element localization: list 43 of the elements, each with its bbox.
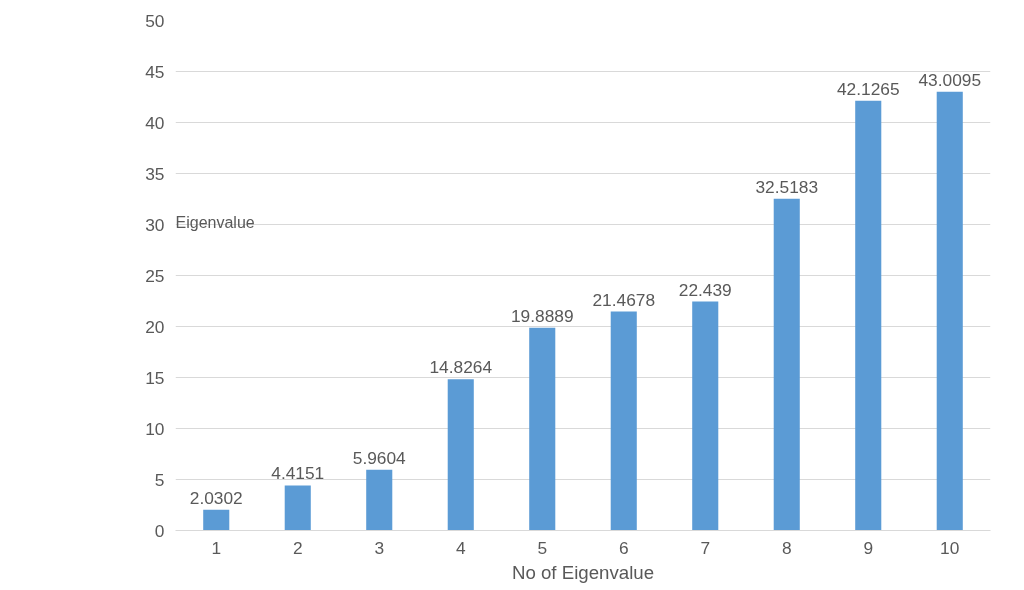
x-tick-label: 6 xyxy=(618,537,629,558)
data-label: 5.9604 xyxy=(352,447,407,468)
bar xyxy=(936,91,963,531)
bar xyxy=(855,100,882,531)
y-tick-label: 0 xyxy=(154,520,165,541)
data-label: 19.8889 xyxy=(510,305,574,326)
y-tick-label: 10 xyxy=(145,418,165,439)
data-label: 21.4678 xyxy=(592,289,656,310)
bar xyxy=(203,509,230,531)
data-label: 2.0302 xyxy=(189,487,243,508)
data-label: 42.1265 xyxy=(836,78,900,99)
y-tick-label: 30 xyxy=(145,214,165,235)
x-tick-label: 5 xyxy=(537,537,548,558)
bar xyxy=(692,301,719,531)
bar xyxy=(447,379,474,531)
x-tick-label: 9 xyxy=(863,537,874,558)
x-tick-label: 3 xyxy=(374,537,385,558)
y-tick-label: 15 xyxy=(145,367,165,388)
y-tick-label: 25 xyxy=(145,265,165,286)
y-axis-title: Eigenvalue xyxy=(175,213,255,231)
bar xyxy=(773,198,800,531)
data-label: 32.5183 xyxy=(755,176,819,197)
bar xyxy=(284,485,311,531)
data-label: 4.4151 xyxy=(271,463,325,484)
data-label: 43.0095 xyxy=(918,69,982,90)
y-tick-label: 45 xyxy=(145,61,165,82)
y-tick-label: 40 xyxy=(145,112,165,133)
data-label: 22.439 xyxy=(678,279,732,300)
x-tick-label: 8 xyxy=(781,537,792,558)
x-tick-label: 1 xyxy=(211,537,222,558)
bar xyxy=(610,311,637,531)
data-label: 14.8264 xyxy=(429,357,493,378)
y-tick-label: 5 xyxy=(154,469,165,490)
y-tick-label: 50 xyxy=(145,10,165,31)
x-tick-label: 7 xyxy=(700,537,711,558)
x-axis-title: No of Eigenvalue xyxy=(511,561,655,583)
x-tick-label: 10 xyxy=(940,537,960,558)
bar xyxy=(529,327,556,531)
bar xyxy=(366,469,393,531)
x-tick-label: 2 xyxy=(292,537,303,558)
y-tick-label: 20 xyxy=(145,316,165,337)
x-tick-label: 4 xyxy=(455,537,466,558)
y-tick-label: 35 xyxy=(145,163,165,184)
